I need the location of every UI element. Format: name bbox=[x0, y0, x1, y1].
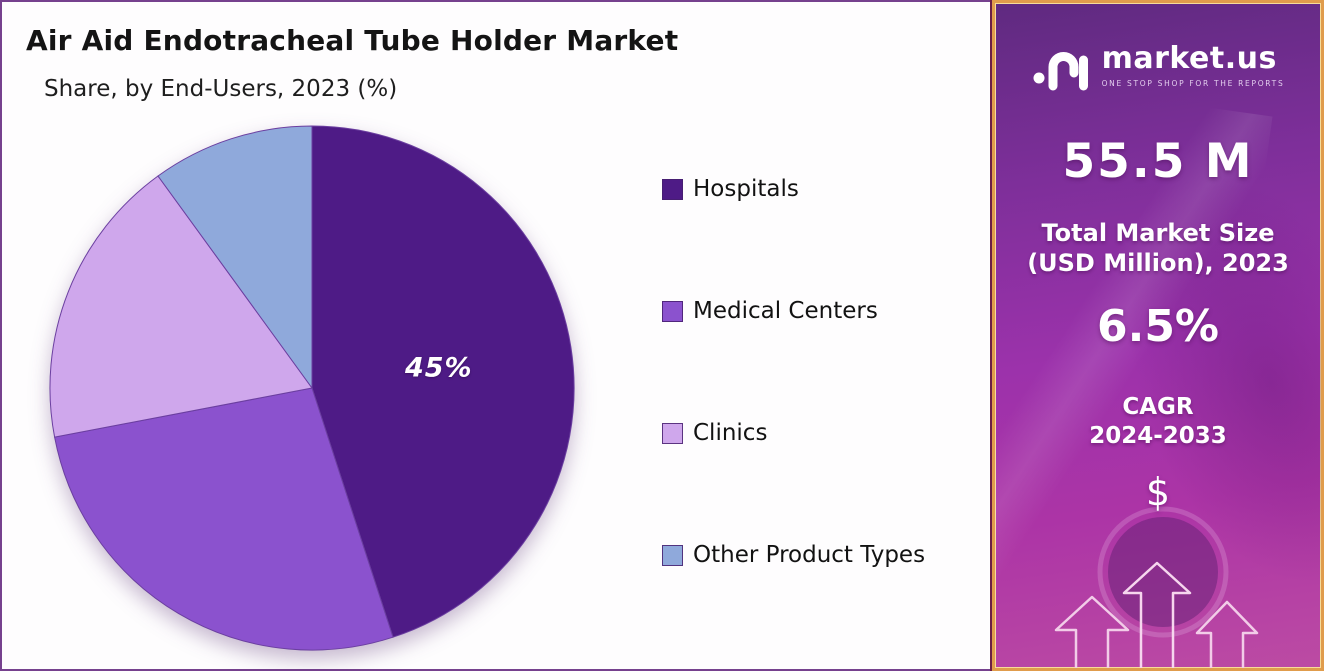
chart-panel: Air Aid Endotracheal Tube Holder Market … bbox=[0, 0, 992, 671]
pie-chart: 45% bbox=[47, 123, 577, 653]
legend-swatch-medical-centers bbox=[662, 300, 683, 322]
legend-label: Medical Centers bbox=[693, 298, 878, 324]
pie-slice-data-label: 45% bbox=[404, 352, 473, 384]
legend-item-other-product-types: Other Product Types bbox=[662, 540, 925, 570]
cagr-caption-line1: CAGR bbox=[1122, 394, 1194, 420]
page-title: Air Aid Endotracheal Tube Holder Market bbox=[26, 24, 679, 57]
market-size-caption: Total Market Size (USD Million), 2023 bbox=[995, 218, 1321, 278]
chart-legend: Hospitals Medical Centers Clinics Other … bbox=[662, 174, 925, 662]
market-us-logo-icon bbox=[1033, 52, 1088, 91]
legend-item-hospitals: Hospitals bbox=[662, 174, 925, 204]
growth-arrows-icon bbox=[1054, 506, 1259, 668]
brand-tagline: ONE STOP SHOP FOR THE REPORTS bbox=[1101, 79, 1285, 88]
market-size-caption-line1: Total Market Size bbox=[1041, 219, 1275, 247]
page-subtitle: Share, by End-Users, 2023 (%) bbox=[44, 76, 398, 102]
brand-name: market.us bbox=[1101, 41, 1277, 76]
cagr-value: 6.5% bbox=[1096, 301, 1220, 352]
brand-sidebar: market.us ONE STOP SHOP FOR THE REPORTS … bbox=[992, 0, 1324, 671]
legend-swatch-clinics bbox=[662, 422, 683, 444]
cagr-caption-line2: 2024-2033 bbox=[1089, 422, 1227, 449]
pie-chart-svg bbox=[49, 125, 575, 651]
legend-label: Other Product Types bbox=[693, 542, 926, 568]
brand-sidebar-content: market.us ONE STOP SHOP FOR THE REPORTS … bbox=[995, 3, 1321, 668]
cagr-caption: CAGR 2024-2033 bbox=[995, 393, 1321, 451]
legend-item-clinics: Clinics bbox=[662, 418, 925, 448]
pie-slice-clinics bbox=[49, 175, 313, 438]
brand-logo: market.us ONE STOP SHOP FOR THE REPORTS bbox=[995, 40, 1321, 92]
market-size-value: 55.5 M bbox=[1062, 134, 1254, 189]
legend-label: Hospitals bbox=[693, 176, 799, 202]
market-size-caption-line2: (USD Million), 2023 bbox=[1027, 249, 1289, 277]
legend-swatch-other-product-types bbox=[662, 544, 683, 566]
brand-text: market.us ONE STOP SHOP FOR THE REPORTS bbox=[1101, 41, 1285, 89]
legend-item-medical-centers: Medical Centers bbox=[662, 296, 925, 326]
legend-label: Clinics bbox=[693, 420, 768, 446]
dollar-icon: $ bbox=[1145, 470, 1171, 514]
pie-slice-other-product-types bbox=[157, 125, 313, 390]
pie-slice-medical-centers bbox=[54, 387, 394, 651]
legend-swatch-hospitals bbox=[662, 178, 683, 200]
pie-slice-hospitals bbox=[311, 125, 575, 638]
